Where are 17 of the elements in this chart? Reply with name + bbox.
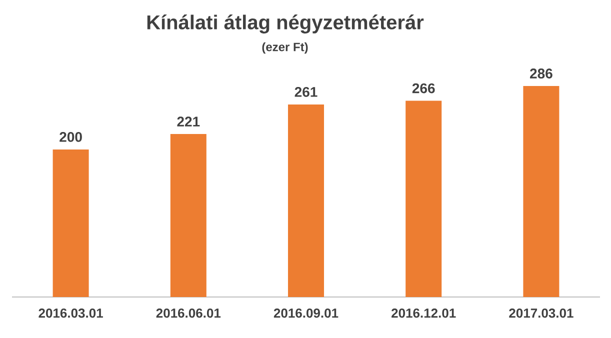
bar xyxy=(52,149,89,297)
x-tick-label: 2016.03.01 xyxy=(38,308,103,318)
data-label: 200 xyxy=(60,132,82,142)
chart-title: Kínálati átlag négyzetméterár xyxy=(147,14,424,34)
x-tick-label: 2016.09.01 xyxy=(274,308,338,318)
data-label: 266 xyxy=(412,83,435,94)
bar xyxy=(406,100,442,297)
data-label: 221 xyxy=(177,116,200,126)
x-tick-label: 2016.12.01 xyxy=(392,308,456,318)
chart-subtitle: (ezer Ft) xyxy=(262,42,308,54)
bar xyxy=(288,104,324,297)
data-label: 286 xyxy=(530,68,552,78)
x-tick-label: 2017.03.01 xyxy=(509,308,574,318)
bar xyxy=(523,86,560,297)
x-tick-label: 2016.06.01 xyxy=(156,308,221,318)
data-label: 261 xyxy=(294,87,318,97)
bar xyxy=(170,134,206,297)
